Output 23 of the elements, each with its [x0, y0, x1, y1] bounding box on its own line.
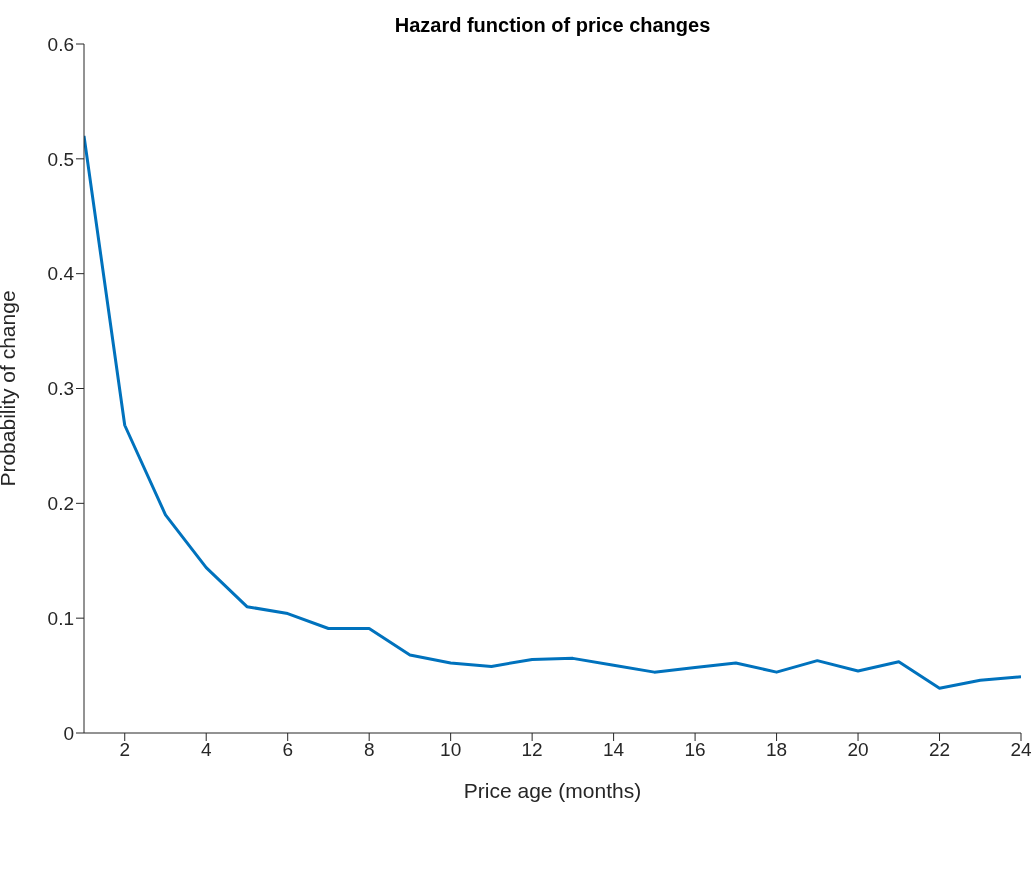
x-tick-label: 22 — [928, 739, 951, 761]
y-tick-label: 0.2 — [47, 493, 74, 515]
y-tick-label: 0.6 — [47, 33, 74, 55]
x-tick-label: 10 — [440, 739, 462, 761]
x-tick-label: 16 — [684, 739, 706, 761]
x-tick-label: 8 — [363, 739, 375, 761]
y-tick-label: 0.4 — [47, 263, 75, 285]
x-tick-label: 20 — [847, 739, 869, 761]
x-tick-label: 14 — [603, 739, 625, 761]
x-tick-label: 24 — [1010, 739, 1032, 761]
y-tick-label: 0 — [63, 722, 74, 744]
chart-title: Hazard function of price changes — [393, 14, 712, 37]
y-tick-label: 0.1 — [47, 607, 74, 629]
x-tick-label: 18 — [765, 739, 788, 761]
x-tick-label: 12 — [521, 739, 543, 761]
x-tick-label: 4 — [200, 739, 212, 761]
x-tick-label: 6 — [282, 739, 293, 761]
x-tick-label: 2 — [119, 739, 131, 761]
y-axis-title: Probability of change — [0, 290, 20, 487]
y-tick-label: 0.5 — [47, 148, 74, 170]
line-series — [84, 134, 1021, 690]
y-tick-label: 0.3 — [47, 378, 74, 400]
x-axis-title: Price age (months) — [463, 779, 642, 802]
